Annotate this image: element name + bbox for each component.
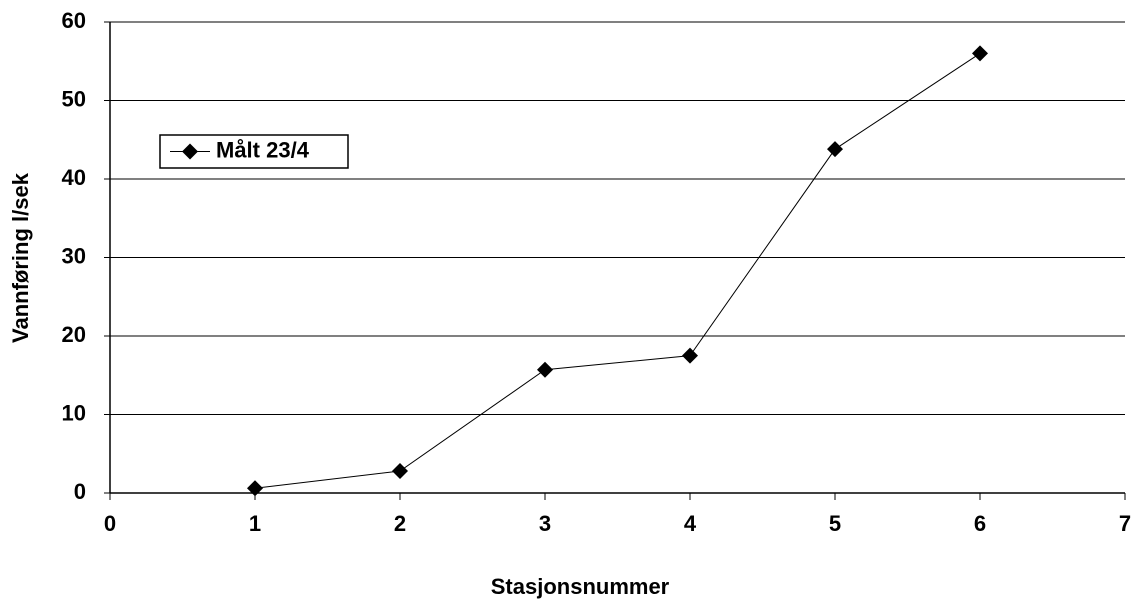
data-point [537,361,553,378]
y-tick-label: 20 [62,322,86,347]
data-point [827,141,843,158]
x-tick-label: 2 [394,511,406,536]
x-tick-label: 6 [974,511,986,536]
y-tick-label: 40 [62,165,86,190]
data-point [682,347,698,364]
legend-marker [182,143,198,160]
y-tick-label: 60 [62,8,86,33]
data-point [392,463,408,480]
legend: Målt 23/4 [159,134,349,169]
y-axis-title: Vannføring l/sek [8,172,33,343]
x-tick-label: 5 [829,511,841,536]
y-tick-label: 10 [62,400,86,425]
y-tick-label: 50 [62,86,86,111]
x-axis-title: Stasjonsnummer [491,574,670,599]
x-tick-label: 4 [684,511,697,536]
x-tick-label: 1 [249,511,261,536]
legend-label: Målt 23/4 [216,137,310,162]
data-point [972,45,988,62]
y-tick-label: 0 [74,479,86,504]
x-tick-label: 3 [539,511,551,536]
series-line [254,52,981,489]
data-point [247,480,263,497]
x-tick-label: 7 [1119,511,1131,536]
x-tick-label: 0 [104,511,116,536]
y-tick-label: 30 [62,243,86,268]
